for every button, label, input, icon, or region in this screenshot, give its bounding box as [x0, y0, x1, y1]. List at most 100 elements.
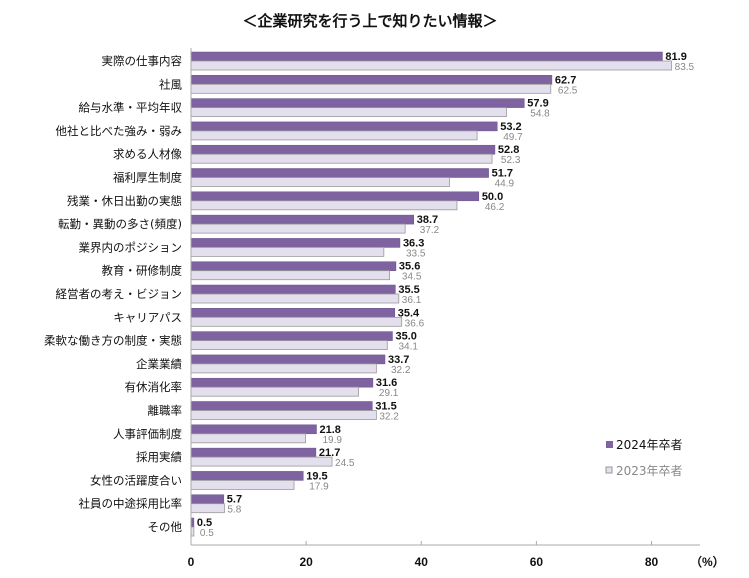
data-label-2024: 53.2: [500, 121, 521, 133]
legend-swatch-2024: [606, 441, 613, 448]
data-label-2023: 19.9: [322, 435, 342, 446]
data-label-2023: 34.1: [398, 342, 418, 353]
category-label: 企業業績: [136, 357, 182, 371]
bar-2023: [190, 223, 406, 234]
bar-2023: [190, 340, 388, 351]
data-label-2024: 0.5: [197, 517, 212, 529]
category-label: 柔軟な働き方の制度・実態: [44, 334, 182, 348]
bar-2023: [190, 107, 507, 117]
bar-2023: [190, 456, 333, 467]
bar-2023: [190, 270, 390, 281]
legend-label-2023: 2023年卒者: [616, 464, 683, 478]
x-tick-label: 40: [415, 555, 429, 569]
category-label: 人事評価制度: [113, 427, 182, 441]
data-label-2024: 5.7: [227, 494, 242, 506]
data-label-2024: 31.6: [376, 377, 397, 389]
bar-2024: [190, 284, 396, 295]
x-tick-label: 20: [299, 555, 313, 569]
bar-2023: [190, 60, 673, 71]
data-label-2023: 36.1: [402, 295, 422, 306]
data-label-2023: 44.9: [495, 179, 515, 190]
data-label-2024: 35.0: [395, 331, 416, 343]
data-label-2024: 21.7: [319, 447, 340, 459]
bar-2024: [190, 354, 386, 365]
x-tick-label: 80: [645, 555, 659, 569]
category-label: 採用実績: [136, 450, 182, 464]
bar-2024: [190, 214, 415, 225]
data-label-2024: 81.9: [665, 51, 686, 63]
data-label-2024: 31.5: [375, 401, 396, 413]
data-label-2023: 52.3: [501, 155, 521, 166]
data-label-2023: 36.6: [405, 318, 425, 329]
data-label-2023: 32.2: [379, 412, 399, 423]
data-label-2024: 57.9: [527, 98, 548, 110]
data-label-2023: 37.2: [420, 225, 440, 236]
x-tick-label: 0: [188, 555, 195, 569]
bar-2024: [190, 377, 374, 388]
bar-2024: [190, 261, 397, 271]
bar-2024: [190, 494, 225, 504]
category-label: 経営者の考え・ビジョン: [56, 287, 183, 301]
bar-2024: [190, 98, 525, 108]
data-label-2023: 46.2: [485, 202, 505, 213]
bar-2024: [190, 144, 496, 155]
data-label-2024: 35.5: [398, 284, 419, 296]
category-label: 社員の中途採用比率: [79, 497, 183, 511]
data-label-2023: 83.5: [675, 62, 695, 73]
bar-2023: [190, 363, 377, 374]
bar-2024: [190, 51, 663, 62]
category-label: 業界内のポジション: [79, 240, 183, 254]
bar-2024: [190, 75, 553, 85]
bar-2024: [190, 121, 498, 132]
bar-2023: [190, 130, 478, 141]
category-label: 社風: [159, 77, 182, 91]
data-label-2024: 35.6: [399, 261, 420, 273]
data-label-2023: 54.8: [530, 109, 550, 120]
data-label-2024: 33.7: [388, 354, 409, 366]
bar-2023: [190, 200, 458, 211]
data-label-2023: 17.9: [309, 481, 329, 492]
x-tick-label: 60: [530, 555, 544, 569]
category-label: キャリアパス: [113, 310, 182, 324]
bar-2023: [190, 153, 493, 164]
bar-2023: [190, 293, 400, 304]
bar-2024: [190, 308, 396, 318]
data-label-2024: 52.8: [498, 144, 519, 156]
data-label-2024: 38.7: [417, 214, 438, 226]
bar-2023: [190, 479, 295, 490]
data-label-2023: 49.7: [503, 132, 523, 143]
data-label-2024: 50.0: [482, 191, 503, 203]
category-label: 実際の仕事内容: [102, 54, 183, 68]
bar-2024: [190, 471, 304, 481]
bar-2024: [190, 191, 480, 202]
data-label-2023: 5.8: [227, 505, 241, 516]
bar-2024: [190, 424, 317, 435]
legend-label-2024: 2024年卒者: [616, 438, 683, 452]
category-label: 福利厚生制度: [113, 171, 182, 185]
data-label-2024: 51.7: [492, 168, 513, 180]
category-label: 転勤・異動の多さ(頻度): [58, 217, 182, 231]
category-label: 有休消化率: [125, 380, 183, 394]
bar-2023: [190, 83, 552, 94]
bar-2024: [190, 238, 401, 248]
unit-label: （%）: [690, 554, 725, 569]
bar-2023: [190, 503, 225, 514]
category-label: 求める人材像: [113, 147, 182, 161]
bar-2023: [190, 246, 385, 257]
bar-2024: [190, 447, 317, 458]
data-label-2023: 34.5: [402, 272, 422, 283]
data-label-2024: 62.7: [555, 74, 576, 86]
bar-2023: [190, 386, 359, 397]
legend: 2024年卒者 2023年卒者: [605, 438, 683, 478]
category-label: 他社と比べた強み・弱み: [56, 124, 183, 138]
category-label: 給与水準・平均年収: [79, 101, 183, 115]
category-label: 女性の活躍度合い: [90, 473, 182, 487]
data-label-2024: 19.5: [306, 470, 327, 482]
bar-2023: [190, 433, 306, 444]
chart-title: ＜企業研究を行う上で知りたい情報＞: [242, 12, 497, 30]
data-label-2023: 32.2: [391, 365, 411, 376]
data-label-2023: 24.5: [335, 458, 355, 469]
category-label: 教育・研修制度: [102, 264, 183, 278]
data-label-2024: 21.8: [319, 424, 340, 436]
data-label-2024: 35.4: [398, 307, 420, 319]
